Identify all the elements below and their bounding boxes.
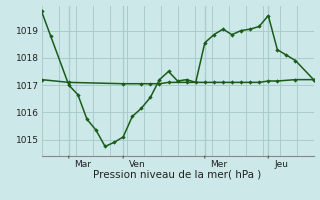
Text: Mar: Mar xyxy=(74,160,91,169)
Text: Jeu: Jeu xyxy=(275,160,289,169)
Text: Mer: Mer xyxy=(210,160,227,169)
X-axis label: Pression niveau de la mer( hPa ): Pression niveau de la mer( hPa ) xyxy=(93,170,262,180)
Text: Ven: Ven xyxy=(128,160,145,169)
